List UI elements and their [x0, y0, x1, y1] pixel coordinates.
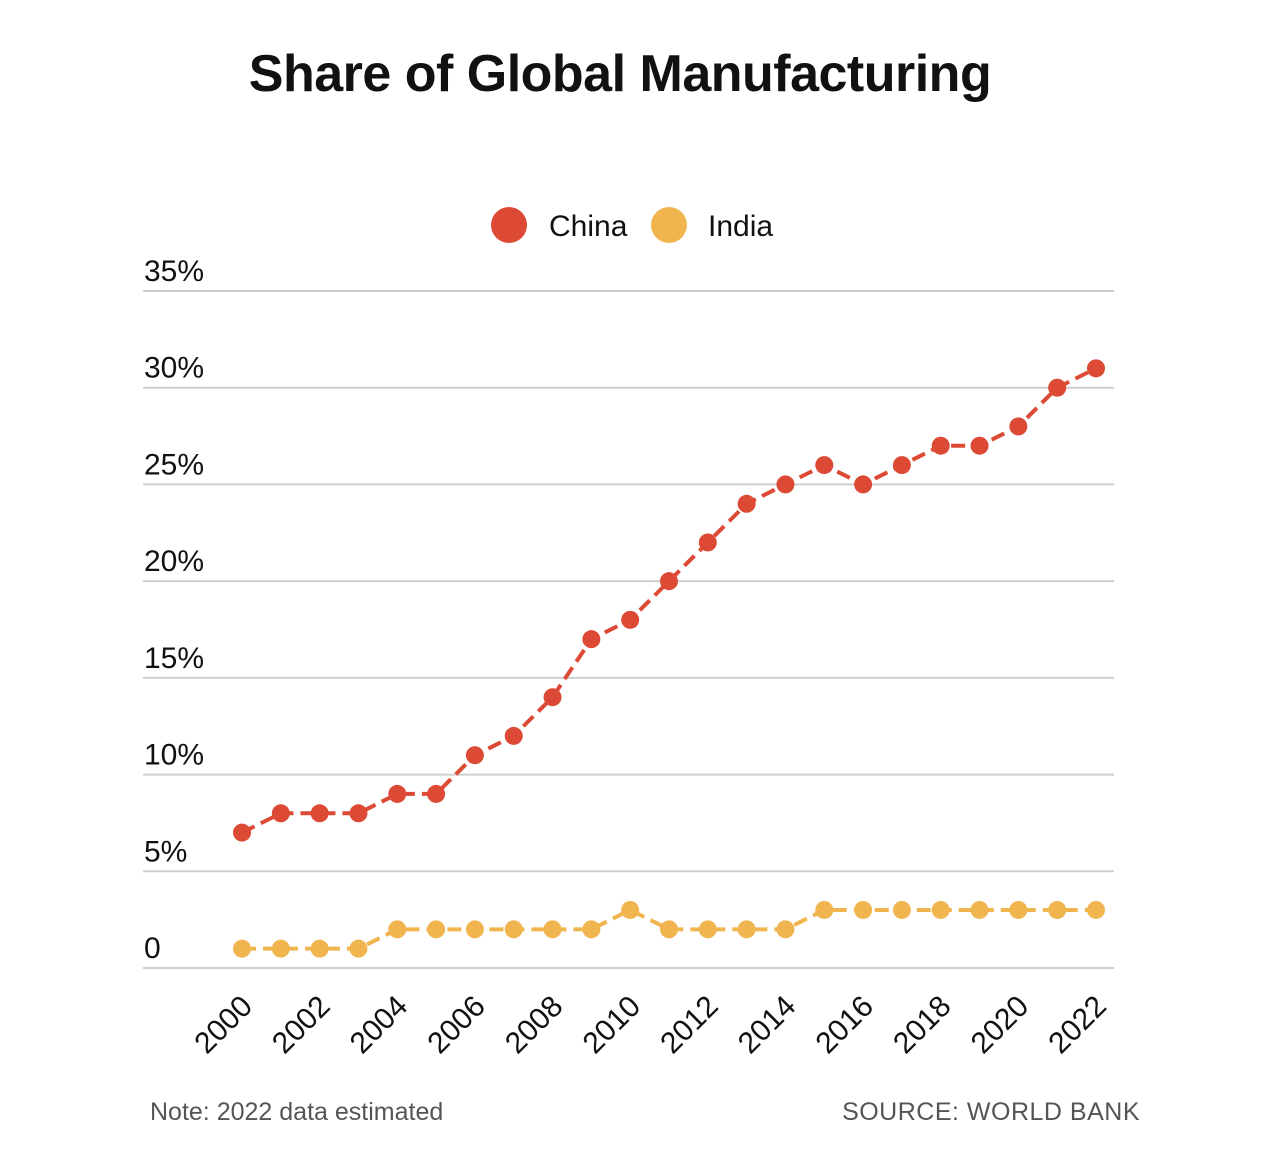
india-point-2003	[349, 939, 368, 958]
india-point-2021	[1048, 900, 1067, 919]
china-point-2001	[271, 804, 290, 823]
legend: China India	[491, 207, 773, 243]
legend-swatch-india	[651, 207, 687, 243]
india-point-2019	[970, 900, 989, 919]
china-point-2020	[1009, 417, 1028, 436]
x-tick-label: 2004	[344, 990, 415, 1061]
china-point-2000	[233, 823, 251, 842]
y-tick-label: 10%	[144, 739, 204, 772]
legend-item-china: China	[491, 207, 628, 243]
gridlines	[143, 290, 1114, 969]
china-point-2002	[310, 804, 329, 823]
y-tick-label: 15%	[144, 642, 204, 675]
x-tick-label: 2000	[188, 990, 259, 1061]
x-tick-label: 2010	[577, 990, 648, 1061]
source-credit: SOURCE: WORLD BANK	[842, 1098, 1140, 1126]
india-point-2006	[465, 920, 484, 939]
india-point-2007	[504, 920, 523, 939]
china-point-2012	[698, 533, 717, 552]
india-point-2005	[427, 920, 446, 939]
x-tick-label: 2016	[810, 990, 881, 1061]
x-tick-label: 2018	[887, 990, 958, 1061]
y-axis-ticks: 0 5% 10% 15% 20% 25% 30% 35%	[144, 255, 204, 965]
china-point-2019	[970, 436, 989, 455]
india-point-2015	[815, 900, 834, 919]
india-point-2014	[776, 920, 795, 939]
china-point-2016	[854, 475, 873, 494]
china-point-2018	[931, 436, 950, 455]
y-tick-label: 35%	[144, 255, 204, 288]
china-point-2011	[660, 572, 678, 591]
india-point-2017	[892, 900, 911, 919]
china-point-2014	[776, 475, 795, 494]
chart-title: Share of Global Manufacturing	[248, 45, 992, 103]
legend-label-china: China	[549, 210, 628, 243]
china-point-2008	[543, 688, 562, 707]
x-tick-label: 2014	[732, 990, 803, 1061]
india-point-2008	[543, 920, 562, 939]
series-india	[233, 900, 1105, 958]
series-layer	[233, 359, 1105, 958]
india-point-2012	[698, 920, 717, 939]
china-point-2007	[504, 726, 523, 745]
china-point-2013	[737, 494, 756, 513]
india-point-2022	[1087, 900, 1105, 919]
india-point-2013	[737, 920, 756, 939]
y-tick-label: 25%	[144, 448, 204, 481]
x-tick-label: 2012	[654, 990, 725, 1061]
india-point-2018	[931, 900, 950, 919]
x-tick-label: 2008	[499, 990, 570, 1061]
china-line	[241, 366, 1097, 835]
china-point-2017	[892, 456, 911, 475]
china-point-2022	[1087, 359, 1105, 378]
footnote: Note: 2022 data estimated	[150, 1098, 444, 1126]
y-tick-label: 30%	[144, 352, 204, 385]
legend-item-india: India	[651, 207, 773, 243]
y-tick-label: 5%	[144, 835, 187, 868]
india-point-2011	[660, 920, 678, 939]
china-point-2003	[349, 804, 368, 823]
india-point-2010	[621, 900, 640, 919]
india-point-2004	[388, 920, 407, 939]
china-point-2015	[815, 456, 834, 475]
india-point-2002	[310, 939, 329, 958]
india-point-2009	[582, 920, 601, 939]
x-tick-label: 2020	[965, 990, 1036, 1061]
china-point-2005	[427, 784, 446, 803]
series-china	[233, 359, 1105, 842]
x-tick-label: 2002	[266, 990, 337, 1061]
x-axis-ticks: 2000 2002 2004 2006 2008 2010 2012 2014 2016 2018…	[188, 990, 1113, 1061]
y-tick-label: 20%	[144, 545, 204, 578]
india-point-2020	[1009, 900, 1028, 919]
india-point-2000	[233, 939, 251, 958]
china-point-2021	[1048, 378, 1067, 397]
x-tick-label: 2022	[1042, 990, 1113, 1061]
x-tick-label: 2006	[421, 990, 492, 1061]
legend-label-india: India	[708, 210, 773, 243]
legend-swatch-china	[491, 207, 527, 243]
china-point-2006	[465, 746, 484, 765]
china-point-2010	[621, 610, 640, 629]
china-point-2004	[388, 784, 407, 803]
y-tick-label: 0	[144, 932, 161, 965]
india-point-2001	[271, 939, 290, 958]
china-point-2009	[582, 630, 601, 649]
india-point-2016	[854, 900, 873, 919]
